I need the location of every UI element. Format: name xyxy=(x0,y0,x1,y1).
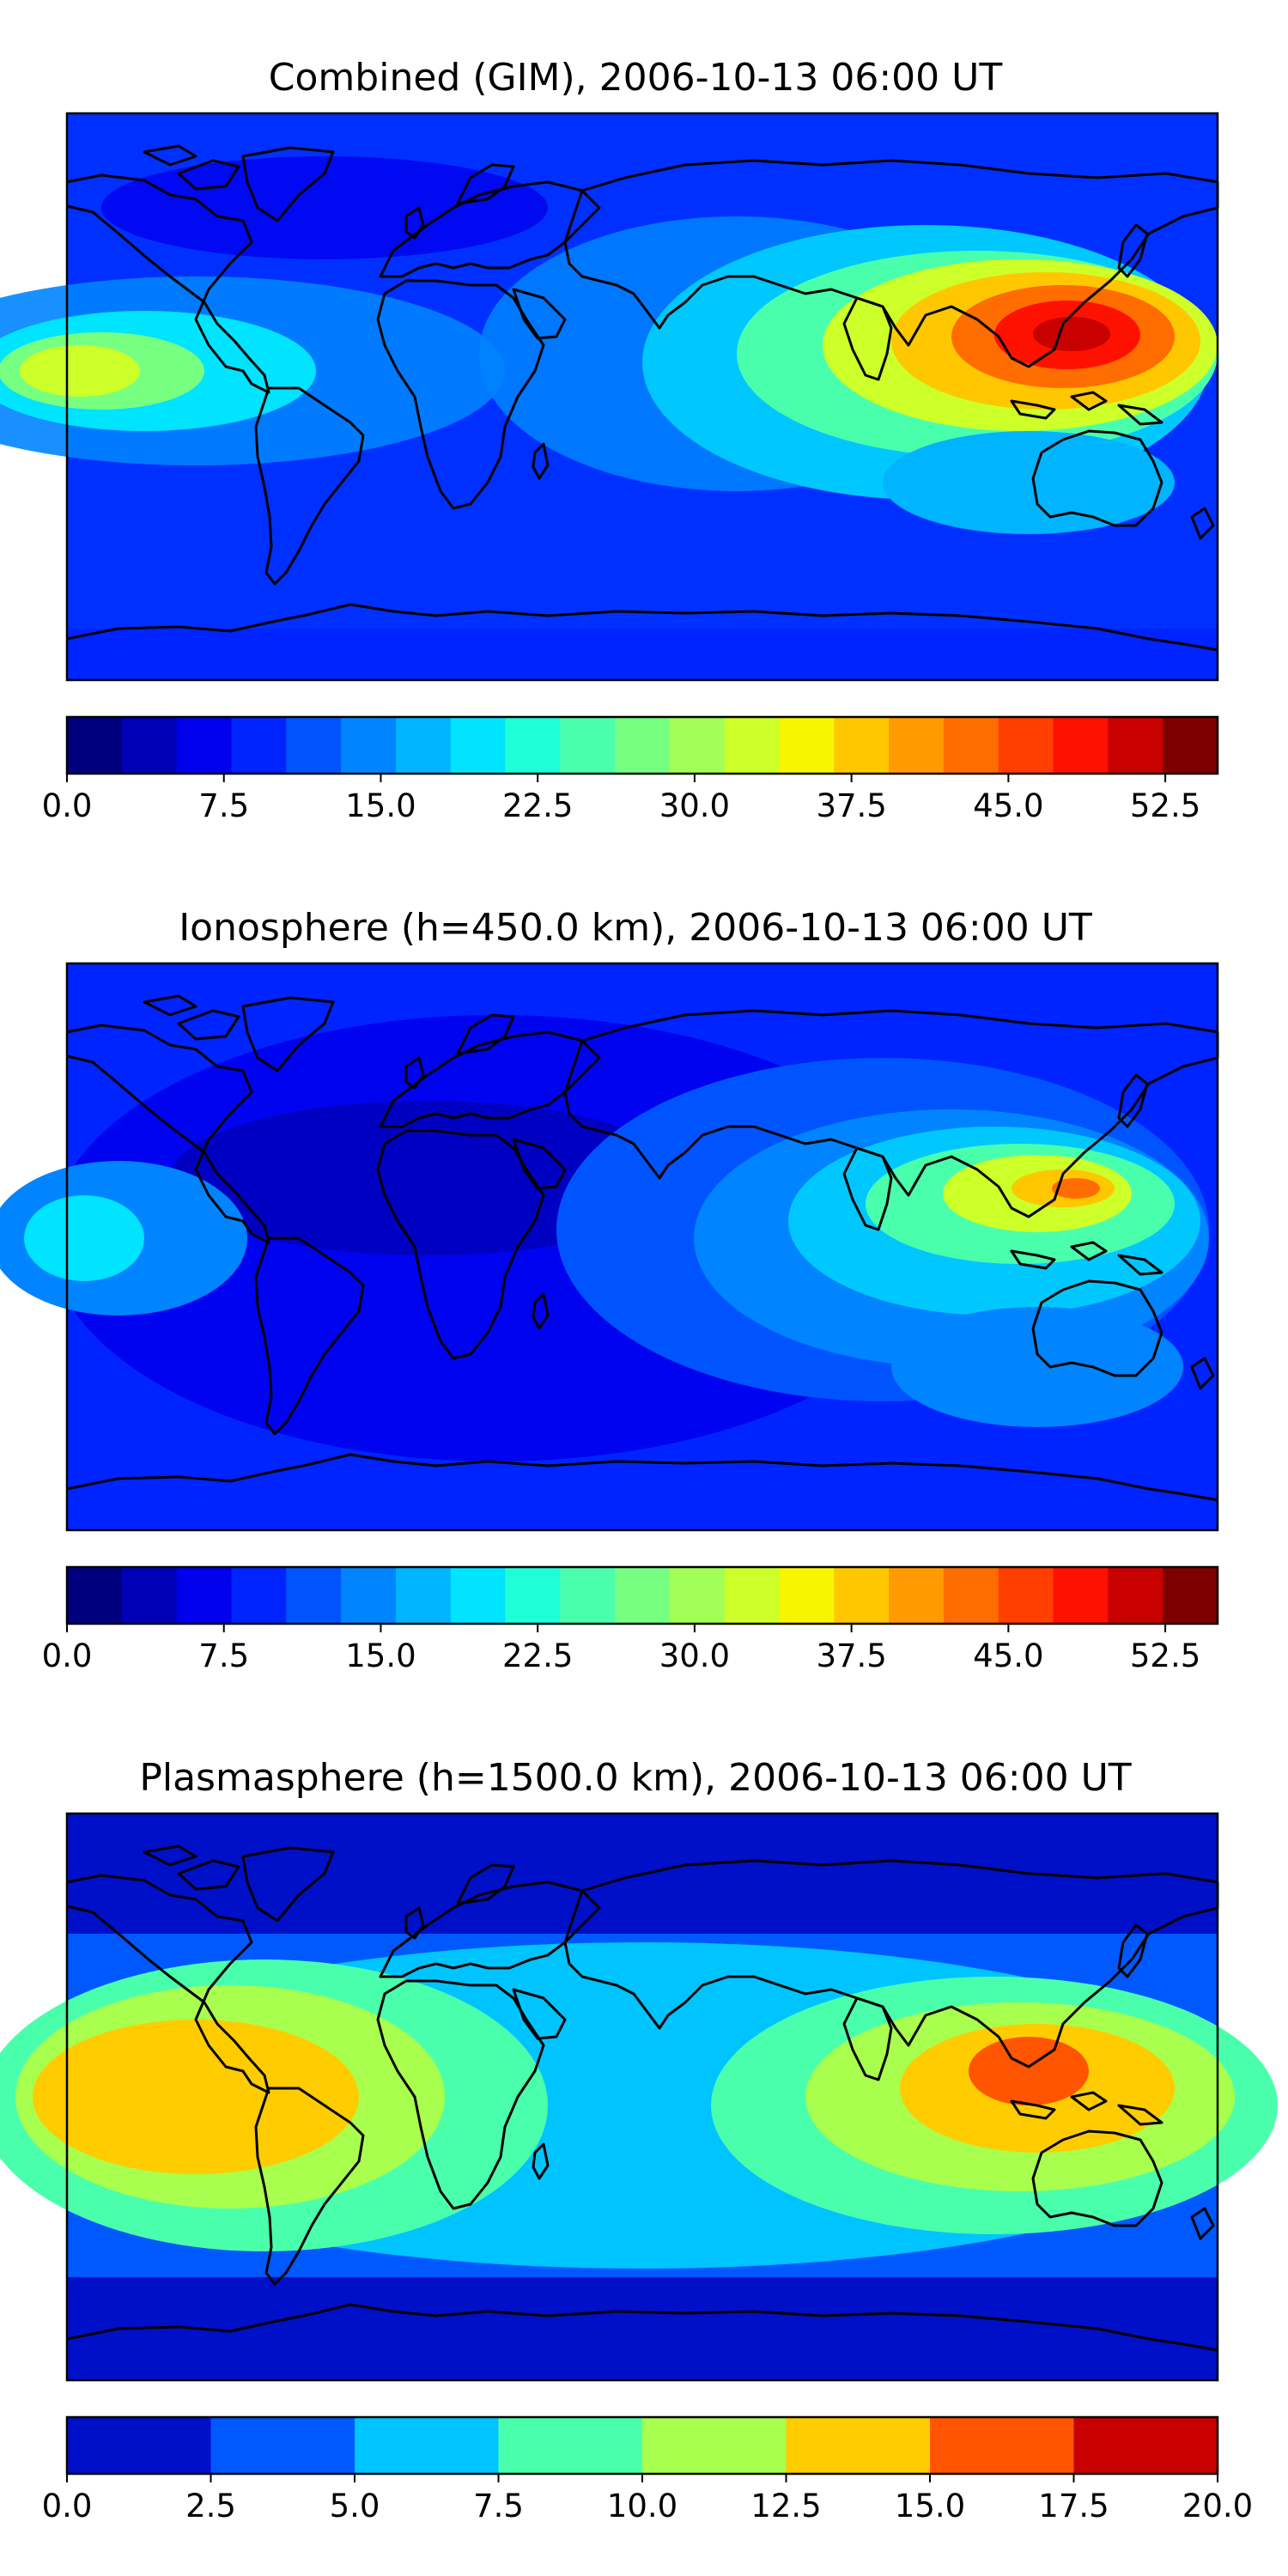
colorbar-tick-label: 45.0 xyxy=(973,787,1043,824)
colorbar-swatch xyxy=(341,717,397,774)
colorbar-swatch xyxy=(341,1567,397,1624)
colorbar-tick-label: 30.0 xyxy=(659,787,730,824)
colorbar-swatch xyxy=(1163,1567,1218,1624)
colorbar-swatch xyxy=(1053,1567,1109,1624)
colorbar-swatch xyxy=(779,717,835,774)
colorbar-swatch xyxy=(779,1567,835,1624)
colorbar-tick-label: 15.0 xyxy=(895,2488,965,2524)
colorbar-swatch xyxy=(943,1567,999,1624)
colorbar-tick-label: 30.0 xyxy=(659,1637,730,1674)
panel-2-title: Ionosphere (h=450.0 km), 2006-10-13 06:0… xyxy=(179,906,1092,950)
colorbar-swatch xyxy=(450,717,507,774)
colorbar-swatch xyxy=(355,2417,500,2474)
colorbar-tick-label: 22.5 xyxy=(502,1637,573,1674)
colorbar-swatch xyxy=(834,717,890,774)
colorbar-tick-label: 22.5 xyxy=(502,787,573,824)
colorbar-swatch xyxy=(560,717,616,774)
colorbar-swatch xyxy=(998,1567,1054,1624)
colorbar-swatch xyxy=(67,1567,123,1624)
colorbar-tick-label: 52.5 xyxy=(1130,787,1200,824)
colorbar-swatch xyxy=(889,1567,945,1624)
panel-1-colorbar: 0.0 7.5 15.0 22.5 30.0 37.5 45.0 52.5 xyxy=(42,715,1219,824)
colorbar-swatch xyxy=(231,1567,287,1624)
colorbar-swatch xyxy=(943,717,999,774)
colorbar-swatch xyxy=(395,1567,452,1624)
colorbar-swatch xyxy=(67,717,123,774)
colorbar-tick-label: 52.5 xyxy=(1130,1637,1200,1674)
colorbar-swatch xyxy=(505,1567,561,1624)
colorbar-tick-label: 2.5 xyxy=(185,2488,236,2524)
colorbar-swatch xyxy=(724,717,781,774)
colorbar-swatch xyxy=(1073,2417,1218,2474)
colorbar-tick-label: 37.5 xyxy=(816,1637,886,1674)
colorbar-tick-label: 12.5 xyxy=(750,2488,821,2524)
colorbar-swatch xyxy=(615,1567,671,1624)
colorbar-tick-label: 10.0 xyxy=(607,2488,677,2524)
colorbar-swatch xyxy=(560,1567,616,1624)
colorbar-swatch xyxy=(176,1567,233,1624)
colorbar-frame xyxy=(65,1565,1219,1625)
colorbar-swatch xyxy=(786,2417,931,2474)
colorbar-swatch xyxy=(724,1567,781,1624)
colorbar-swatch xyxy=(286,1567,342,1624)
colorbar-tick-label: 17.5 xyxy=(1038,2488,1109,2524)
colorbar-swatch xyxy=(930,2417,1075,2474)
panel-1-title: Combined (GIM), 2006-10-13 06:00 UT xyxy=(269,56,1003,100)
colorbar-tick-label: 0.0 xyxy=(42,1637,93,1674)
colorbar-tick-label: 5.0 xyxy=(330,2488,380,2524)
colorbar-swatch xyxy=(669,717,726,774)
panel-3-map xyxy=(0,1812,1278,2382)
colorbar-tick-label: 37.5 xyxy=(816,787,886,824)
colorbar-swatch xyxy=(498,2417,643,2474)
colorbar-swatch xyxy=(121,1567,178,1624)
colorbar-tick-label: 15.0 xyxy=(345,787,416,824)
colorbar-tick-label: 7.5 xyxy=(198,787,249,824)
panel-2-colorbar: 0.0 7.5 15.0 22.5 30.0 37.5 45.0 52.5 xyxy=(42,1565,1219,1674)
colorbar-frame xyxy=(65,715,1219,775)
colorbar-swatch xyxy=(1163,717,1218,774)
colorbar-swatch xyxy=(176,717,233,774)
colorbar-swatch xyxy=(642,2417,787,2474)
colorbar-swatch xyxy=(395,717,452,774)
panel-1-map xyxy=(0,112,1219,682)
colorbar-swatch xyxy=(1108,717,1163,774)
colorbar-tick-label: 0.0 xyxy=(42,2488,93,2524)
colorbar-swatch xyxy=(1108,1567,1163,1624)
colorbar-swatch xyxy=(450,1567,507,1624)
colorbar-swatch xyxy=(889,717,945,774)
panel-3-title: Plasmasphere (h=1500.0 km), 2006-10-13 0… xyxy=(139,1756,1131,1800)
colorbar-swatch xyxy=(210,2417,355,2474)
panel-2-map xyxy=(0,962,1219,1532)
colorbar-tick-label: 20.0 xyxy=(1182,2488,1253,2524)
colorbar-swatch xyxy=(1053,717,1109,774)
colorbar-swatch xyxy=(121,717,178,774)
colorbar-tick-label: 7.5 xyxy=(473,2488,524,2524)
colorbar-swatch xyxy=(286,717,342,774)
colorbar-swatch xyxy=(834,1567,890,1624)
colorbar-tick-label: 45.0 xyxy=(973,1637,1043,1674)
colorbar-swatch xyxy=(505,717,561,774)
colorbar-swatch xyxy=(231,717,287,774)
colorbar-swatch xyxy=(67,2417,212,2474)
colorbar-swatch xyxy=(615,717,671,774)
colorbar-tick-label: 7.5 xyxy=(198,1637,249,1674)
colorbar-tick-label: 15.0 xyxy=(345,1637,416,1674)
colorbar-swatch xyxy=(669,1567,726,1624)
panel-3-colorbar: 0.0 2.5 5.0 7.5 10.0 12.5 15.0 17.5 20.0 xyxy=(42,2415,1253,2524)
colorbar-swatch xyxy=(998,717,1054,774)
colorbar-tick-label: 0.0 xyxy=(42,787,93,824)
